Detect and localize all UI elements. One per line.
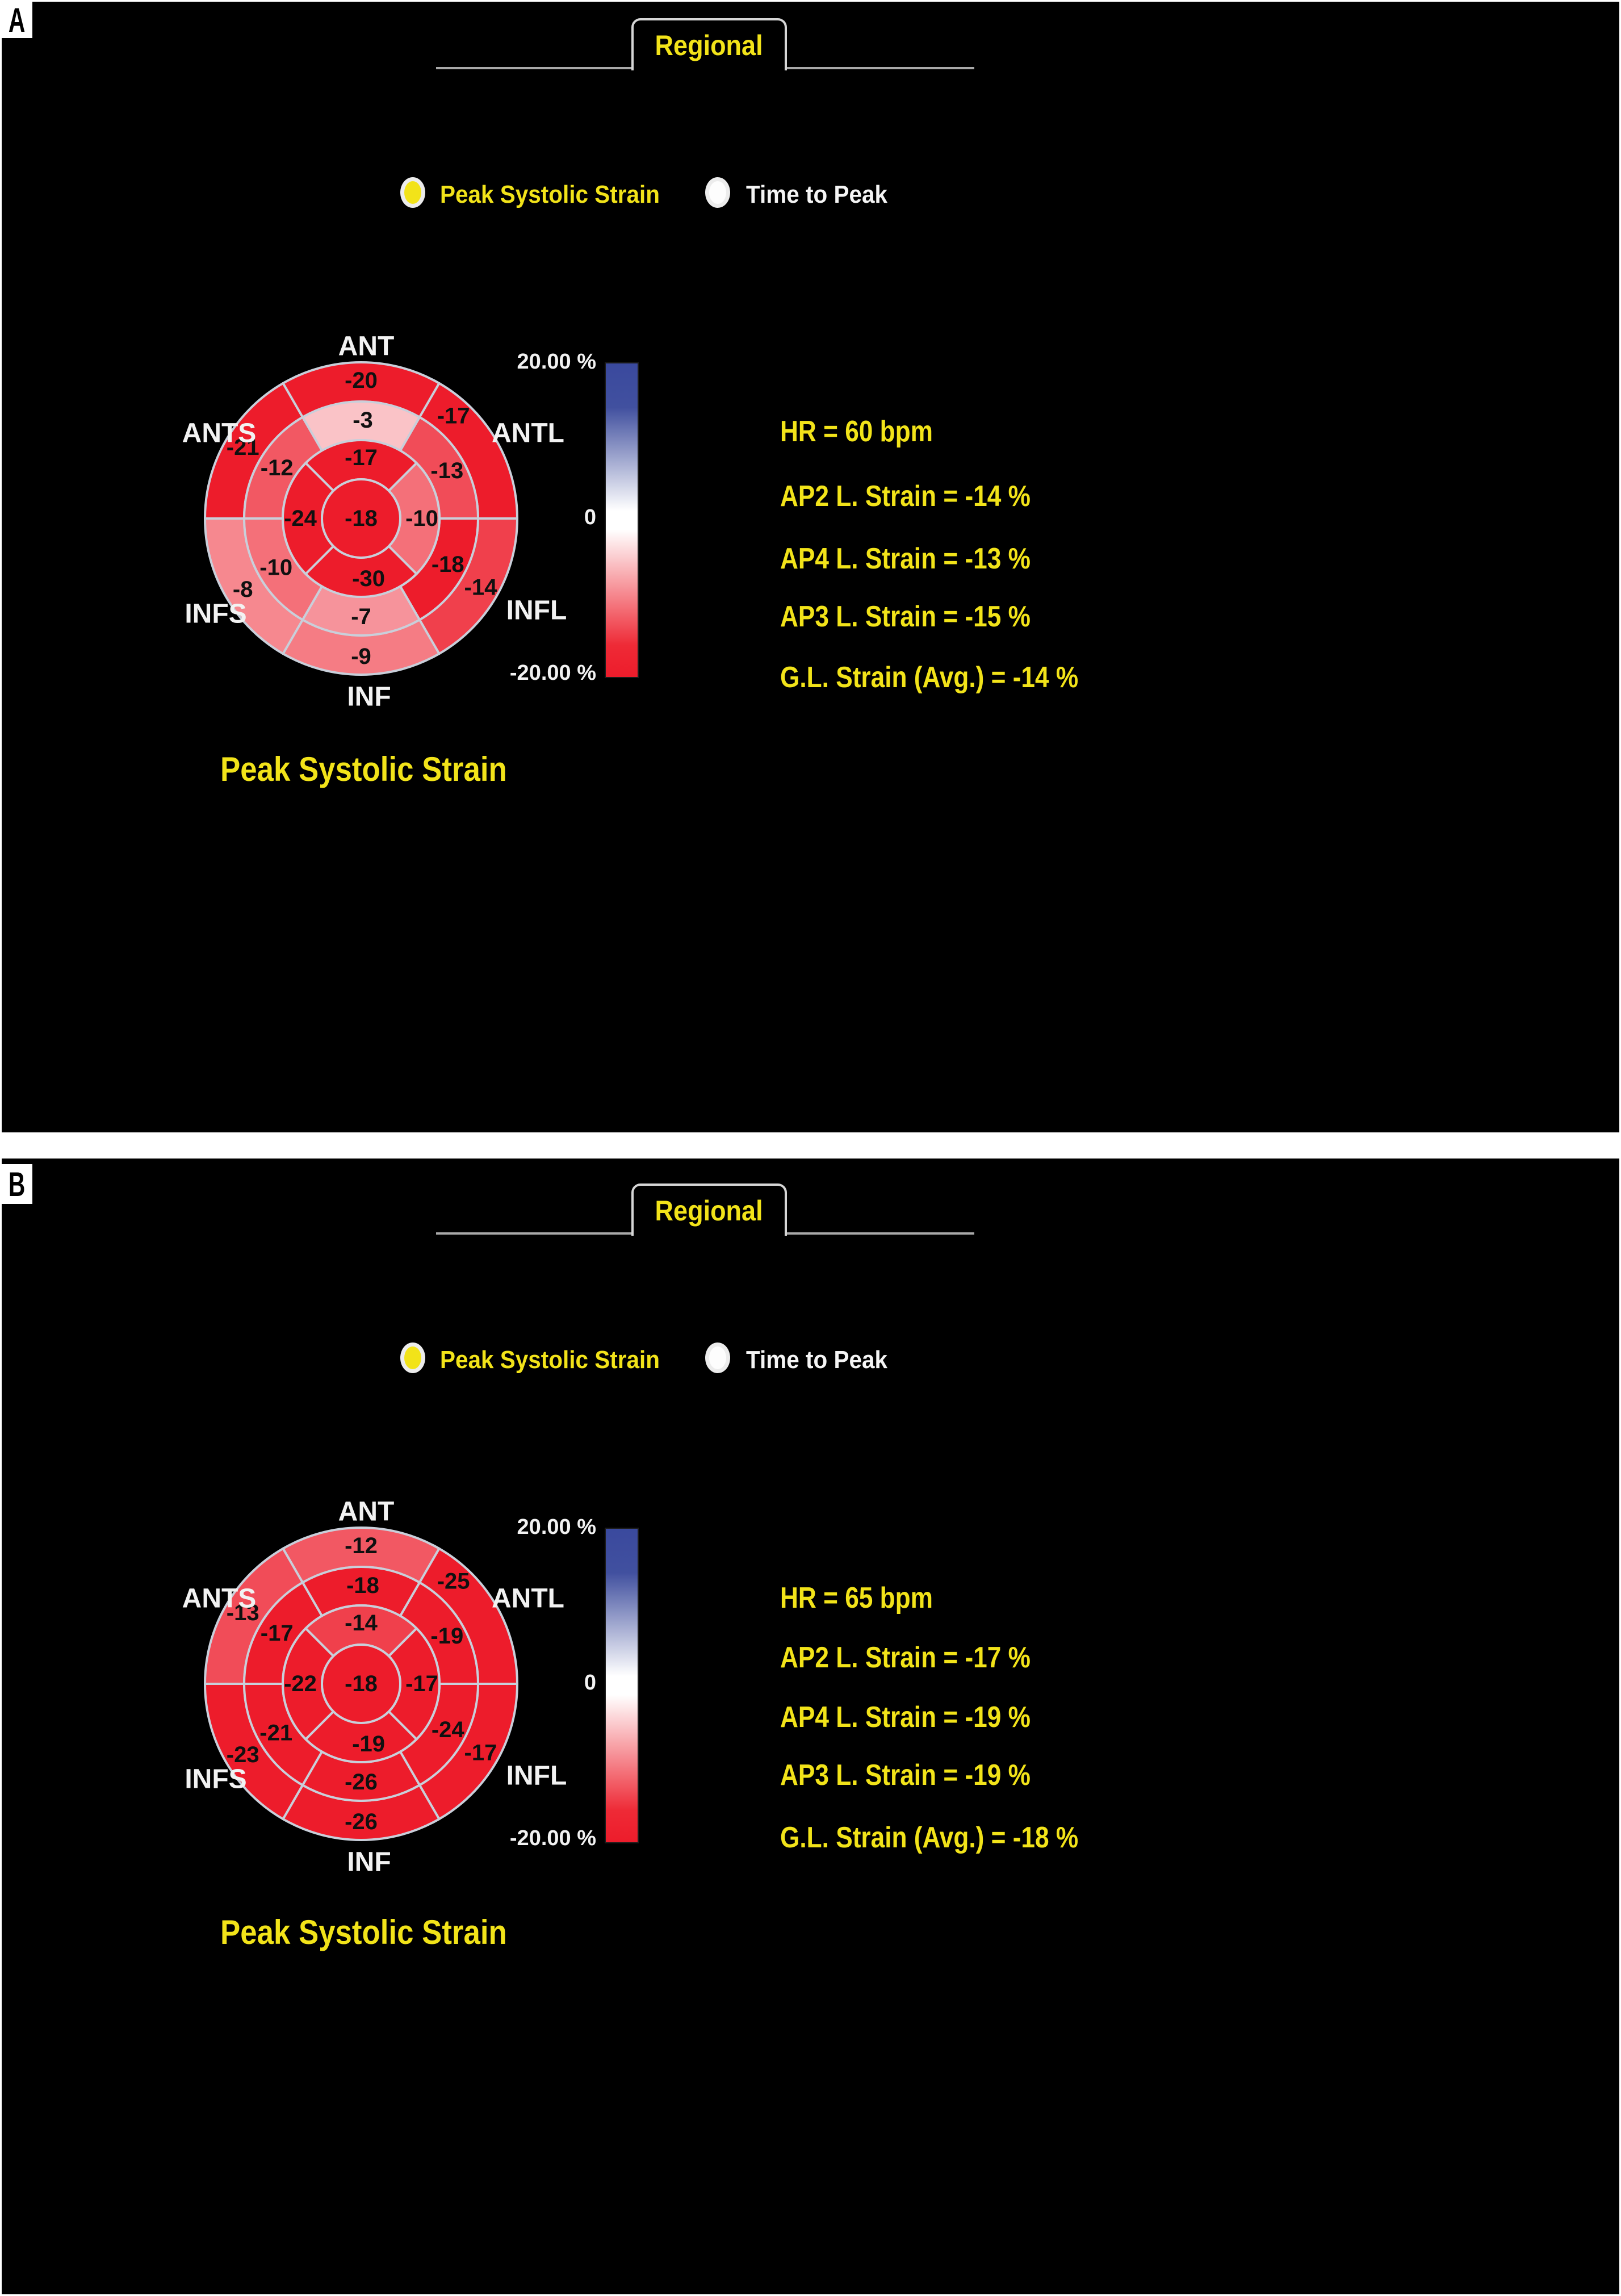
strain-color-scale xyxy=(605,362,639,678)
segment-value: -12 xyxy=(261,455,294,480)
segment-value: -10 xyxy=(405,506,438,531)
strain-segment-apex xyxy=(321,478,401,559)
segment-value: -8 xyxy=(233,577,253,602)
hr-readout: HR = 60 bpm xyxy=(780,415,933,448)
panel-b-letter: B xyxy=(9,1165,26,1203)
colorbar-max-label: 20.00 % xyxy=(517,350,596,374)
segment-value: -26 xyxy=(345,1809,378,1834)
gl-strain-readout: G.L. Strain (Avg.) = -18 % xyxy=(780,1821,1079,1854)
segment-value: -14 xyxy=(345,1611,378,1636)
segment-value: -19 xyxy=(430,1624,463,1649)
segment-value: -24 xyxy=(432,1717,465,1742)
segment-value: -18 xyxy=(345,506,378,531)
segment-value: -12 xyxy=(345,1533,378,1558)
segment-value: -14 xyxy=(464,575,498,600)
segment-value: -26 xyxy=(345,1770,378,1795)
segment-value: -18 xyxy=(432,552,464,577)
radio-label-time-to-peak[interactable]: Time to Peak xyxy=(746,181,887,208)
ap4-strain-readout: AP4 L. Strain = -13 % xyxy=(780,542,1031,575)
colorbar-min-label: -20.00 % xyxy=(509,1826,596,1850)
gl-strain-readout: G.L. Strain (Avg.) = -14 % xyxy=(780,661,1079,694)
bullseye-strain-map: -12 -25 -17 -26 -23 -13 -18 -19 -24 -26 -21 -17 -14 -… xyxy=(182,1497,567,1877)
radio-time-to-peak[interactable] xyxy=(705,1343,730,1373)
segment-value: -9 xyxy=(351,644,371,669)
hr-readout: HR = 65 bpm xyxy=(780,1582,933,1615)
sector-label: INF xyxy=(347,682,391,712)
sector-label: INF xyxy=(347,1847,391,1877)
radio-peak-systolic-strain[interactable] xyxy=(400,177,425,208)
map-title: Peak Systolic Strain xyxy=(220,1913,507,1951)
sector-label: ANTL xyxy=(492,419,564,449)
tab-regional[interactable]: Regional xyxy=(631,1183,787,1236)
segment-value: -24 xyxy=(284,506,317,531)
tab-regional-label: Regional xyxy=(655,1195,764,1227)
ap2-strain-readout: AP2 L. Strain = -17 % xyxy=(780,1641,1031,1674)
segment-value: -17 xyxy=(437,403,470,428)
ap3-strain-readout: AP3 L. Strain = -19 % xyxy=(780,1759,1031,1792)
ap3-strain-readout: AP3 L. Strain = -15 % xyxy=(780,600,1031,633)
colorbar-min-label: -20.00 % xyxy=(509,661,596,685)
segment-value: -3 xyxy=(353,408,373,433)
segment-value: -22 xyxy=(284,1671,317,1696)
sector-label: ANT xyxy=(338,1497,395,1527)
segment-value: -30 xyxy=(352,566,385,591)
panel-a-label: A xyxy=(2,1,32,39)
sector-label: INFS xyxy=(185,599,246,629)
radio-time-to-peak[interactable] xyxy=(705,177,730,208)
radio-peak-systolic-strain[interactable] xyxy=(400,1343,425,1373)
panel-a-letter: A xyxy=(9,1,26,39)
panel-b-label: B xyxy=(2,1164,32,1204)
segment-value: -19 xyxy=(352,1732,385,1756)
strain-segment-apex xyxy=(321,1643,401,1724)
tab-regional[interactable]: Regional xyxy=(631,18,787,70)
map-title: Peak Systolic Strain xyxy=(220,750,507,788)
sector-label: INFS xyxy=(185,1764,246,1795)
sector-label: ANT xyxy=(338,332,395,362)
radio-label-time-to-peak[interactable]: Time to Peak xyxy=(746,1346,887,1374)
segment-value: -21 xyxy=(259,1721,292,1746)
colorbar-zero-label: 0 xyxy=(584,1671,596,1695)
segment-value: -18 xyxy=(346,1573,379,1598)
segment-value: -21 xyxy=(227,435,259,460)
segment-value: -17 xyxy=(464,1741,497,1766)
segment-value: -17 xyxy=(261,1621,294,1646)
colorbar-zero-label: 0 xyxy=(584,505,596,529)
segment-value: -13 xyxy=(227,1600,259,1625)
segment-value: -23 xyxy=(227,1742,259,1767)
ap2-strain-readout: AP2 L. Strain = -14 % xyxy=(780,480,1031,513)
radio-label-peak-systolic-strain[interactable]: Peak Systolic Strain xyxy=(440,1346,660,1374)
bullseye-strain-map: -20 -17 -14 -9 -8 -21 -3 -13 -18 -7 -10 -12 -17 -10 -3… xyxy=(182,332,567,712)
strain-color-scale xyxy=(605,1528,639,1843)
sector-label: ANTS xyxy=(182,1584,257,1614)
segment-value: -25 xyxy=(437,1569,470,1594)
sector-label: INFL xyxy=(506,596,567,626)
ap4-strain-readout: AP4 L. Strain = -19 % xyxy=(780,1701,1031,1734)
segment-value: -20 xyxy=(345,368,378,393)
segment-value: -7 xyxy=(351,604,371,629)
segment-value: -17 xyxy=(405,1671,438,1696)
tab-regional-label: Regional xyxy=(655,30,764,61)
segment-value: -13 xyxy=(430,458,463,483)
sector-label: ANTS xyxy=(182,419,257,449)
segment-value: -10 xyxy=(259,555,292,580)
segment-value: -17 xyxy=(345,445,378,470)
sector-label: ANTL xyxy=(492,1584,564,1614)
radio-label-peak-systolic-strain[interactable]: Peak Systolic Strain xyxy=(440,181,660,208)
sector-label: INFL xyxy=(506,1761,567,1791)
segment-value: -18 xyxy=(345,1671,378,1696)
colorbar-max-label: 20.00 % xyxy=(517,1515,596,1539)
